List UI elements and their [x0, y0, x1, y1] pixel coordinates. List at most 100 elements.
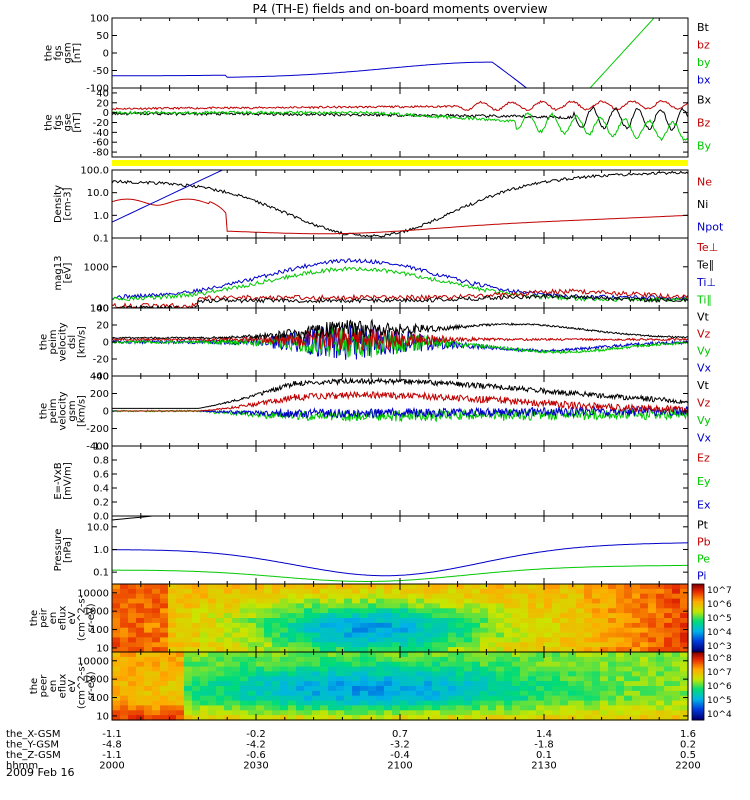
y-axis-label-line: gsm — [62, 42, 73, 63]
heatmap-cell — [216, 627, 225, 634]
heatmap-cell — [440, 690, 449, 697]
heatmap-cell — [288, 598, 297, 605]
heatmap-cell — [152, 647, 161, 653]
heatmap-cell — [528, 661, 537, 668]
heatmap-cell — [224, 671, 233, 677]
heatmap-cell — [544, 627, 553, 634]
heatmap-cell — [416, 676, 425, 682]
heatmap-cell — [608, 588, 617, 595]
heatmap-cell — [408, 681, 417, 687]
heatmap-cell — [232, 676, 241, 682]
heatmap-cell — [360, 715, 369, 721]
heatmap-cell — [576, 676, 585, 682]
heatmap-cell — [168, 593, 177, 600]
heatmap-cell — [624, 622, 633, 629]
heatmap-cell — [632, 681, 641, 687]
heatmap-cell — [344, 656, 353, 663]
y-axis-label-line: [km/s] — [77, 326, 88, 358]
heatmap-cell — [176, 681, 185, 687]
heatmap-cell — [568, 618, 577, 624]
heatmap-cell — [224, 710, 233, 716]
y-tick-label: 10 — [96, 643, 109, 654]
heatmap-cell — [168, 598, 177, 605]
legend-vy: Vy — [697, 414, 711, 427]
heatmap-cell — [512, 584, 521, 590]
heatmap-cell — [224, 584, 233, 590]
heatmap-cell — [304, 656, 313, 663]
heatmap-cell — [224, 622, 233, 629]
heatmap-cell — [256, 608, 265, 614]
heatmap-cell — [256, 613, 265, 619]
heatmap-cell — [608, 666, 617, 673]
legend-vx: Vx — [697, 431, 712, 444]
y-axis-label: Density[cm-3] — [53, 185, 74, 223]
heatmap-cell — [192, 642, 201, 648]
heatmap-cell — [472, 642, 481, 648]
heatmap-cell — [224, 598, 233, 605]
heatmap-cell — [160, 715, 169, 721]
heatmap-cell — [160, 647, 169, 653]
heatmap-cell — [312, 695, 321, 702]
heatmap-cell — [336, 637, 345, 643]
heatmap-cell — [392, 637, 401, 643]
heatmap-cell — [296, 681, 305, 687]
heatmap-cell — [200, 608, 209, 614]
heatmap-cell — [560, 598, 569, 605]
heatmap-cell — [344, 584, 353, 590]
heatmap-cell — [176, 588, 185, 595]
heatmap-cell — [528, 705, 537, 711]
heatmap-cell — [144, 632, 153, 639]
heatmap-cell — [584, 588, 593, 595]
heatmap-cell — [416, 690, 425, 697]
heatmap-cell — [600, 700, 609, 707]
heatmap-cell — [400, 588, 409, 595]
heatmap-cell — [392, 666, 401, 673]
heatmap-cell — [592, 598, 601, 605]
heatmap-cell — [152, 593, 161, 600]
heatmap-cell — [344, 613, 353, 619]
heatmap-cell — [424, 661, 433, 668]
heatmap-cell — [128, 642, 137, 648]
heatmap-cell — [352, 715, 361, 721]
y-tick-label: -20 — [93, 355, 109, 366]
heatmap-cell — [616, 686, 625, 692]
heatmap-cell — [352, 642, 361, 648]
heatmap-cell — [208, 710, 217, 716]
heatmap-cell — [632, 608, 641, 614]
colorbar-segment — [692, 587, 704, 590]
heatmap-cell — [584, 642, 593, 648]
heatmap-cell — [664, 666, 673, 673]
heatmap-cell — [392, 695, 401, 702]
heatmap-cell — [584, 627, 593, 634]
heatmap-cell — [304, 676, 313, 682]
heatmap-cell — [640, 661, 649, 668]
heatmap-cell — [504, 632, 513, 639]
heatmap-cell — [408, 710, 417, 716]
heatmap-cell — [112, 647, 121, 653]
heatmap-cell — [304, 686, 313, 692]
heatmap-cell — [496, 661, 505, 668]
heatmap-cell — [528, 656, 537, 663]
y-axis-label-line: dsl — [67, 335, 78, 349]
heatmap-cell — [360, 613, 369, 619]
heatmap-cell — [304, 627, 313, 634]
heatmap-cell — [544, 637, 553, 643]
heatmap-cell — [328, 642, 337, 648]
heatmap-cell — [592, 695, 601, 702]
heatmap-cell — [632, 627, 641, 634]
heatmap-cell — [480, 681, 489, 687]
series-npot — [112, 170, 224, 223]
heatmap-cell — [128, 690, 137, 697]
y-axis-label-line: the — [29, 610, 40, 626]
legend-ez: Ez — [697, 452, 710, 465]
heatmap-cell — [296, 593, 305, 600]
heatmap-cell — [344, 700, 353, 707]
heatmap-cell — [496, 637, 505, 643]
heatmap-cell — [336, 618, 345, 624]
heatmap-cell — [320, 666, 329, 673]
heatmap-cell — [528, 584, 537, 590]
heatmap-cell — [168, 647, 177, 653]
heatmap-cell — [392, 652, 401, 658]
heatmap-cell — [344, 632, 353, 639]
heatmap-cell — [456, 593, 465, 600]
